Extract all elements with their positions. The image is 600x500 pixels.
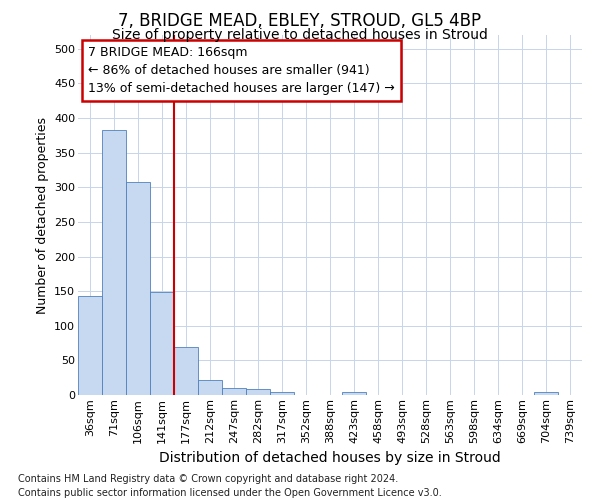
Bar — [246, 390, 270, 395]
Bar — [102, 130, 126, 395]
Bar — [222, 388, 246, 395]
Text: 7, BRIDGE MEAD, EBLEY, STROUD, GL5 4BP: 7, BRIDGE MEAD, EBLEY, STROUD, GL5 4BP — [118, 12, 482, 30]
Bar — [150, 292, 174, 395]
Text: Size of property relative to detached houses in Stroud: Size of property relative to detached ho… — [112, 28, 488, 42]
Bar — [78, 296, 102, 395]
Text: Contains HM Land Registry data © Crown copyright and database right 2024.
Contai: Contains HM Land Registry data © Crown c… — [18, 474, 442, 498]
Bar — [534, 392, 558, 395]
X-axis label: Distribution of detached houses by size in Stroud: Distribution of detached houses by size … — [159, 451, 501, 465]
Bar — [126, 182, 150, 395]
Bar — [174, 346, 198, 395]
Text: 7 BRIDGE MEAD: 166sqm
← 86% of detached houses are smaller (941)
13% of semi-det: 7 BRIDGE MEAD: 166sqm ← 86% of detached … — [88, 46, 395, 95]
Y-axis label: Number of detached properties: Number of detached properties — [35, 116, 49, 314]
Bar — [270, 392, 294, 395]
Bar — [198, 380, 222, 395]
Bar — [342, 392, 366, 395]
